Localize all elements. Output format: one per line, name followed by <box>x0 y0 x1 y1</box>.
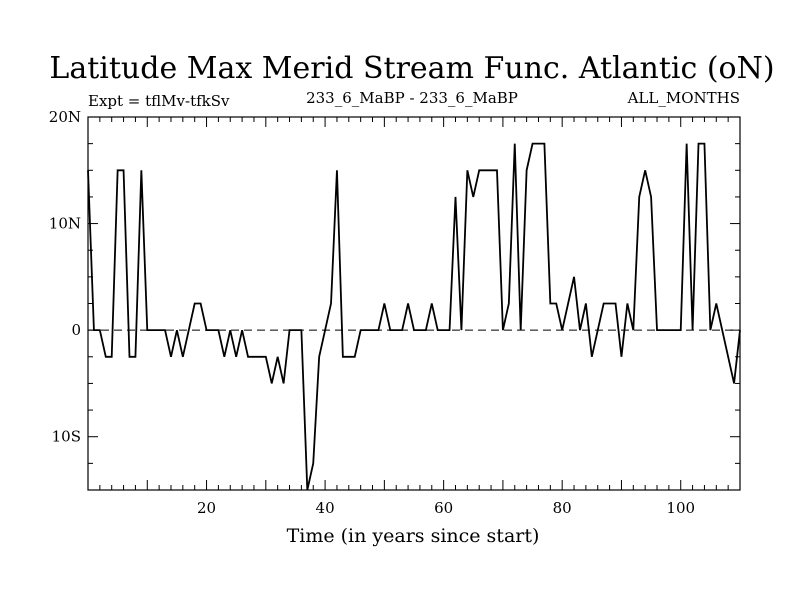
y-tick-label: 10N <box>49 215 81 233</box>
x-tick-label: 20 <box>197 499 216 517</box>
comparison-label: 233_6_MaBP - 233_6_MaBP <box>306 89 518 107</box>
x-tick-label: 40 <box>316 499 335 517</box>
plot-area: 20 40 60 80 100 20N 10N 0 10S <box>49 108 741 517</box>
x-tick-label: 60 <box>434 499 453 517</box>
series-line <box>87 142 741 491</box>
experiment-label: Expt = tflMv-tfkSv <box>88 92 230 110</box>
x-tick-label: 100 <box>666 499 695 517</box>
period-label: ALL_MONTHS <box>627 89 740 107</box>
y-tick-label: 20N <box>49 108 81 126</box>
x-axis-label: Time (in years since start) <box>287 525 540 547</box>
chart-title: Latitude Max Merid Stream Func. Atlantic… <box>49 51 774 86</box>
x-tick-label: 80 <box>553 499 572 517</box>
y-tick-label: 0 <box>71 321 81 339</box>
y-tick-label: 10S <box>52 428 81 446</box>
plot-frame <box>87 116 741 491</box>
